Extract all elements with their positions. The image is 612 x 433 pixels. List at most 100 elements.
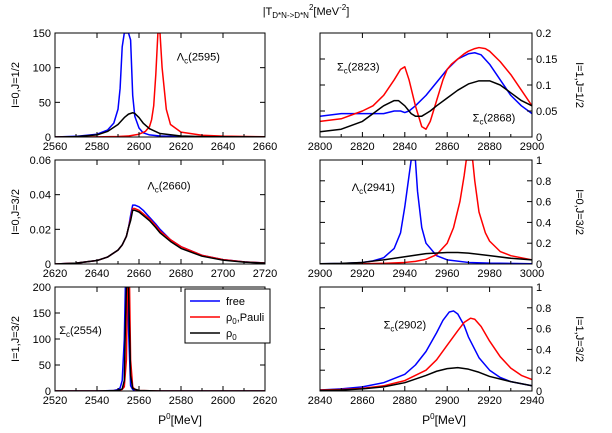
panel-1-series-group [320,46,532,133]
panel-2-series-rho0 [55,209,265,264]
panel-5-ytick-label-1: 0.2 [536,365,551,377]
panel-0-xtick-label-1: 2580 [85,141,109,153]
panel-0-series-rho0_pauli [55,33,265,137]
panel-3-ylabel: I=0,J=3/2 [573,189,585,235]
panel-3-xtick-label-4: 2980 [477,268,501,280]
panel-2-ytick-label-1: 0.02 [30,224,51,236]
panel-1-ytick-label-0: 0 [536,132,542,144]
panel-1-ylabel: I=1,J=1/2 [573,62,585,108]
figure-title: |TD*N->D*N2[MeV-2] [263,3,350,20]
panel-2-ytick-label-3: 0.06 [30,155,51,167]
panel-2-xtick-label-5: 2720 [253,268,277,280]
panel-1-series-free [320,52,532,117]
legend-box [184,288,271,344]
panel-1-series-rho0 [320,80,532,133]
panel-2-series-rho0_pauli [55,207,265,264]
panel-5-series-rho0 [320,366,532,391]
panel-0-ytick-label-0: 0 [45,132,51,144]
panel-4-xtick-label-5: 2620 [253,395,277,407]
panel-4-xtick-label-3: 2580 [169,395,193,407]
panel-2-xtick-label-2: 2660 [127,268,151,280]
panel-3-ytick-label-5: 1 [536,155,542,167]
panel-middle-left: 2620 2640 2660 2680 2700 2720 0 0.02 0.04 0.06 I=0… [10,155,277,280]
legend-label-rho0: ρ0 [226,328,237,342]
panel-1-series-rho0_pauli [320,46,532,130]
panel-0-ytick-label-3: 150 [33,28,51,40]
panel-3-series-rho0 [320,251,532,264]
panel-4-xtick-label-4: 2600 [211,395,235,407]
panel-1-ytick-label-3: 0.15 [536,54,557,66]
panel-top-left: 2560 2580 2600 2620 2640 2660 0 50 100 150 I=0,J=1… [10,28,277,153]
panel-5-xtick-label-2: 2880 [393,395,417,407]
panel-4-series-rho0 [55,287,265,391]
panel-5-xtick-label-5: 2940 [520,395,544,407]
panel-1-xtick-label-5: 2900 [520,141,544,153]
panel-0-xtick-label-5: 2660 [253,141,277,153]
panel-3-ytick-label-4: 0.8 [536,176,551,188]
panel-5-xtick-label-4: 2920 [477,395,501,407]
panel-1-ytick-label-2: 0.1 [536,80,551,92]
panel-bottom-left: 2520 2540 2560 2580 2600 2620 0 50 100 150 200 I=1,… [10,282,277,407]
panel-5-xtick-label-0: 2840 [308,395,332,407]
panel-3-series-free [320,160,532,264]
panel-1-ytick-label-1: 0.05 [536,106,557,118]
panel-3-xtick-label-1: 2920 [350,268,374,280]
panel-1-xtick-label-2: 2840 [393,141,417,153]
panel-3-series-rho0_pauli [320,160,532,264]
panel-1-xtick-label-3: 2860 [435,141,459,153]
panel-0-series-group [55,33,265,137]
panel-3-ytick-label-0: 0 [536,259,542,271]
panel-0-xtick-label-3: 2620 [169,141,193,153]
x-axis-label-left: P0[MeV] [158,412,202,427]
panel-4-ytick-label-0: 0 [45,386,51,398]
panel-0-series-rho0 [55,111,265,137]
panel-2-series-free [55,204,265,264]
panel-1-ytick-label-4: 0.2 [536,28,551,40]
panel-2-xtick-label-1: 2640 [85,268,109,280]
panel-0-ytick-label-1: 50 [39,97,51,109]
legend: free ρ0,Pauli ρ0 [184,288,271,344]
panel-0-annotation-0: Λc(2595) [177,52,220,66]
panel-4-ylabel: I=1,J=3/2 [10,316,22,362]
panel-5-ytick-label-5: 1 [536,282,542,294]
panel-4-ytick-label-3: 150 [33,308,51,320]
panel-3-annotation-0: Λc(2941) [352,182,395,196]
panel-2-annotation-0: Λc(2660) [147,180,190,194]
panel-0-xtick-label-2: 2600 [127,141,151,153]
panel-2-ylabel: I=0,J=3/2 [10,189,22,235]
panel-0-ylabel: I=0,J=1/2 [10,62,22,108]
panel-3-xtick-label-5: 3000 [520,268,544,280]
panel-0-xtick-label-4: 2640 [211,141,235,153]
panel-0-series-free [55,33,265,137]
panel-3-frame [319,159,533,265]
panel-3-ytick-label-2: 0.4 [536,217,551,229]
panel-4-ytick-label-4: 200 [33,282,51,294]
panel-2-series-group [55,204,265,264]
panel-4-xtick-label-1: 2540 [85,395,109,407]
panel-0-frame [54,32,266,138]
panel-3-xtick-label-0: 2900 [308,268,332,280]
panel-5-ylabel: I=1,J=3/2 [573,316,585,362]
panel-4-xtick-label-0: 2520 [43,395,67,407]
panel-1-xtick-label-4: 2880 [477,141,501,153]
panel-1-annotation-1: Σc(2868) [473,112,516,126]
panel-2-frame [54,159,266,265]
panel-5-ytick-label-0: 0 [536,386,542,398]
panel-4-annotation-0: Σc(2554) [59,325,102,339]
panel-5-series-rho0_pauli [320,317,532,391]
legend-label-free: free [226,296,245,308]
x-axis-label-right: P0[MeV] [422,412,466,427]
panel-2-ytick-label-0: 0 [45,259,51,271]
panel-3-xtick-label-2: 2940 [393,268,417,280]
panel-2-xtick-label-0: 2620 [43,268,67,280]
panel-0-xtick-label-0: 2560 [43,141,67,153]
panel-1-annotation-0: Σc(2823) [337,61,380,75]
panel-2-xtick-label-4: 2700 [211,268,235,280]
panel-3-ytick-label-3: 0.6 [536,197,551,209]
panel-5-series-free [320,310,532,391]
panel-2-xtick-label-3: 2680 [169,268,193,280]
